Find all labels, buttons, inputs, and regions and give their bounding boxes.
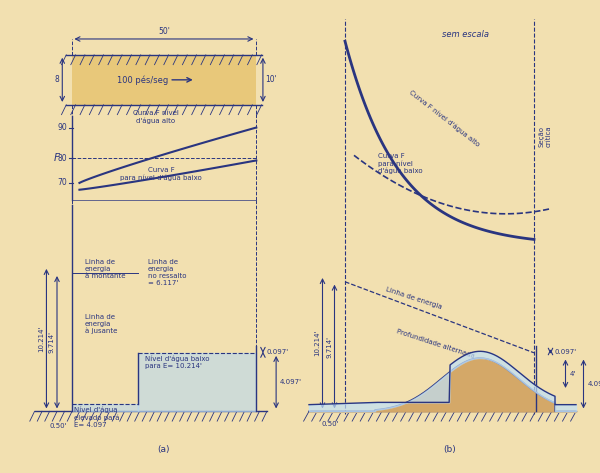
Text: Curva F nível
d'água alto: Curva F nível d'água alto [133, 110, 179, 124]
Text: 0.097': 0.097' [554, 349, 576, 354]
Text: (b): (b) [443, 446, 457, 455]
Text: Curva F
para nível
d'água baixo: Curva F para nível d'água baixo [378, 153, 422, 175]
Text: 90: 90 [57, 123, 67, 132]
Text: 70: 70 [57, 178, 67, 187]
Text: 4': 4' [570, 371, 576, 377]
Text: Seção
crítica: Seção crítica [539, 126, 551, 148]
Text: 4.097': 4.097' [280, 379, 302, 385]
Text: 10': 10' [265, 75, 277, 84]
Text: 8: 8 [55, 75, 59, 84]
Text: 4.097': 4.097' [588, 381, 600, 387]
Text: 80: 80 [57, 154, 67, 163]
Text: Linha de
energia
no ressalto
= 6.117': Linha de energia no ressalto = 6.117' [148, 259, 187, 286]
Text: 0.50': 0.50' [50, 423, 67, 429]
Text: 100 pés/seg: 100 pés/seg [117, 75, 169, 85]
Text: 9.714': 9.714' [49, 331, 55, 353]
Text: 10.214': 10.214' [38, 325, 44, 352]
Text: Curva F
para nível d'água baixo: Curva F para nível d'água baixo [121, 167, 202, 181]
Text: Nível d'água baixo
para E= 10.214': Nível d'água baixo para E= 10.214' [145, 355, 210, 369]
Text: 0.50': 0.50' [321, 421, 339, 427]
Bar [71, 55, 256, 105]
Text: Linha de
energia
à jusante: Linha de energia à jusante [85, 314, 117, 334]
Text: Linha de
energia
à montante: Linha de energia à montante [85, 259, 125, 279]
Text: Nível d'água
elevado pará
E= 4.097: Nível d'água elevado pará E= 4.097 [74, 406, 119, 428]
Text: F: F [54, 153, 60, 163]
Text: sem escala: sem escala [442, 30, 488, 39]
Text: Linha de energia: Linha de energia [385, 287, 443, 310]
Text: 50': 50' [158, 27, 170, 36]
Text: Profundidade alternada: Profundidade alternada [395, 329, 475, 359]
Text: Curva F nível d'água alto: Curva F nível d'água alto [407, 89, 481, 148]
Text: 0.097': 0.097' [267, 350, 289, 355]
Text: 9.714': 9.714' [326, 335, 332, 358]
Text: 10.214': 10.214' [314, 330, 320, 356]
Text: (a): (a) [158, 446, 170, 455]
